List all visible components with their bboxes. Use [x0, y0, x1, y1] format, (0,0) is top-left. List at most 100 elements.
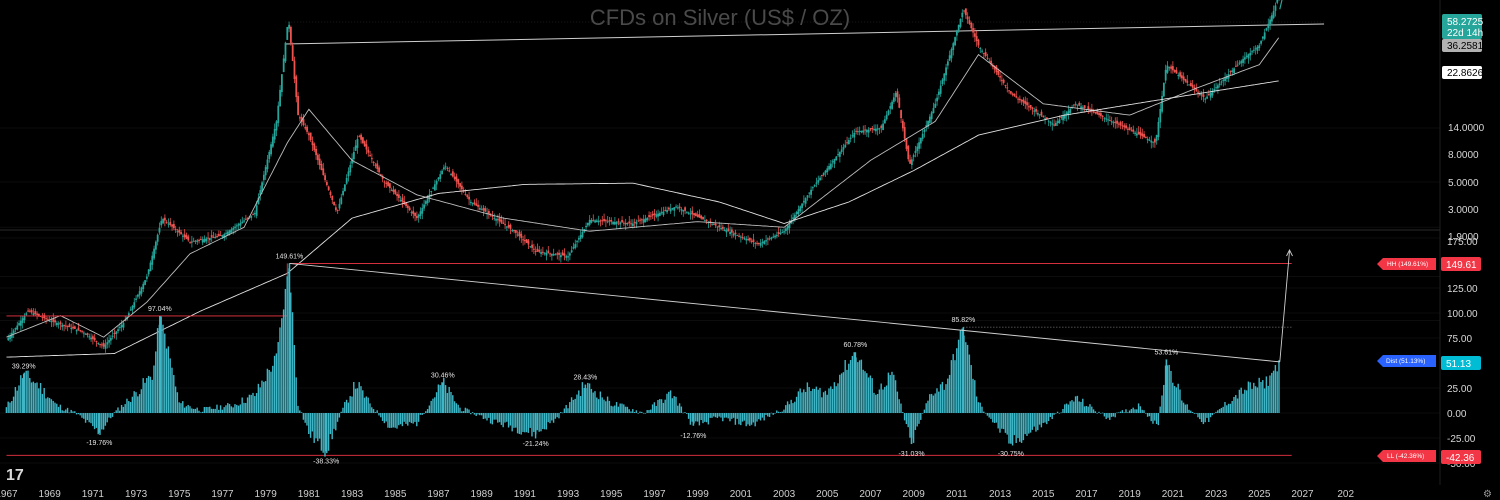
osc-bar — [1179, 389, 1181, 413]
osc-bar — [95, 413, 98, 428]
candle-body — [216, 236, 218, 238]
osc-trendline[interactable] — [289, 262, 1280, 363]
osc-bar — [209, 406, 211, 413]
resistance-trendline[interactable] — [285, 23, 1325, 45]
candle-body — [862, 130, 865, 133]
candle-body — [1126, 128, 1129, 130]
osc-bar — [785, 405, 787, 413]
osc-bar — [396, 413, 398, 429]
price-axis[interactable]: 14.0000 8.0000 5.0000 3.0000 1.9000 58.2… — [1442, 14, 1485, 243]
osc-bar — [210, 408, 213, 413]
osc-bar — [75, 413, 78, 415]
candle-body — [259, 190, 262, 196]
candle-body — [466, 195, 469, 197]
candle-body — [828, 165, 830, 170]
time-axis-label: 2013 — [989, 489, 1012, 500]
osc-bar — [983, 411, 985, 413]
candle-body — [214, 236, 217, 239]
osc-bar — [360, 386, 362, 413]
osc-bar — [178, 402, 180, 413]
osc-bar — [916, 413, 918, 427]
candle-body — [1236, 64, 1239, 66]
candle-body — [653, 213, 656, 216]
osc-bar — [11, 401, 13, 413]
candle-body — [455, 176, 458, 182]
oscillator-pane[interactable]: 39.29% -19.76% 97.04% 149.61% -38.33% 30.46% -… — [5, 248, 1293, 465]
osc-bar — [387, 413, 389, 428]
osc-peak-bar — [534, 413, 537, 435]
candle-body — [1254, 48, 1257, 50]
osc-bar — [1191, 411, 1194, 413]
osc-bar — [221, 409, 224, 413]
candle-body — [262, 174, 265, 181]
osc-peak-bar — [442, 382, 444, 413]
osc-bar — [848, 363, 850, 413]
osc-bar — [736, 413, 738, 419]
osc-bar — [918, 413, 920, 424]
osc-bar — [714, 413, 717, 418]
candle-body — [356, 139, 359, 148]
osc-bar — [1146, 413, 1149, 417]
osc-bar — [745, 413, 747, 427]
candle-body — [1135, 133, 1138, 136]
osc-peak-bar — [962, 327, 965, 413]
candle-body — [766, 238, 769, 240]
candle-body — [801, 203, 803, 208]
osc-bar — [372, 409, 375, 413]
candle-body — [1011, 93, 1014, 95]
candle-body — [648, 215, 650, 218]
osc-bar — [16, 390, 18, 413]
osc-bar — [1235, 395, 1237, 413]
osc-bar — [743, 413, 746, 421]
candle-body — [927, 120, 929, 127]
candle-body — [293, 60, 296, 80]
candle-body — [570, 250, 573, 253]
candle-body — [284, 42, 287, 62]
time-axis[interactable]: 1967 1969 1971 1973 1975 1977 1979 1981 1983 1985… — [0, 489, 1354, 500]
osc-bar — [430, 400, 432, 413]
osc-bar — [486, 413, 488, 421]
osc-bar — [965, 342, 967, 413]
osc-tick: -25.00 — [1447, 434, 1476, 445]
candle-body — [250, 215, 253, 218]
candle-body — [934, 103, 937, 108]
candle-body — [909, 159, 911, 164]
osc-bar — [461, 411, 463, 413]
candle-body — [599, 220, 602, 222]
time-axis-label: 1967 — [0, 489, 18, 500]
candle-body — [73, 326, 76, 329]
candle-body — [1002, 79, 1005, 83]
osc-bar — [1244, 389, 1246, 413]
candle-body — [444, 166, 447, 168]
osc-bar — [939, 384, 942, 413]
osc-bar — [462, 411, 465, 413]
time-axis-label: 1997 — [643, 489, 666, 500]
candle-body — [1162, 82, 1165, 97]
candle-body — [662, 211, 665, 215]
osc-bar — [720, 413, 722, 418]
osc-bar — [236, 404, 238, 413]
osc-bar — [471, 412, 474, 413]
osc-bar — [459, 407, 461, 413]
candle-body — [1020, 99, 1023, 102]
candle-body — [340, 197, 343, 204]
candle-body — [1008, 90, 1010, 92]
osc-bar — [167, 346, 170, 413]
osc-bar — [1004, 413, 1007, 433]
candle-body — [1206, 96, 1208, 99]
candle-body — [970, 22, 973, 29]
candle-body — [700, 215, 703, 219]
osc-bar — [1094, 411, 1097, 413]
price-pane[interactable] — [6, 0, 1325, 358]
candle-body — [129, 309, 132, 311]
candle-body — [343, 184, 346, 192]
candle-body — [1110, 121, 1113, 123]
osc-bar — [860, 359, 863, 413]
oscillator-axis[interactable]: 175.00 125.00 100.00 75.00 25.00 0.00 -2… — [1441, 237, 1481, 470]
osc-bar — [1204, 413, 1206, 423]
settings-gear-icon[interactable]: ⚙ — [1483, 489, 1492, 500]
candle-body — [597, 220, 600, 223]
osc-bar — [657, 399, 659, 413]
osc-bar — [655, 405, 657, 413]
candle-body — [117, 329, 119, 332]
